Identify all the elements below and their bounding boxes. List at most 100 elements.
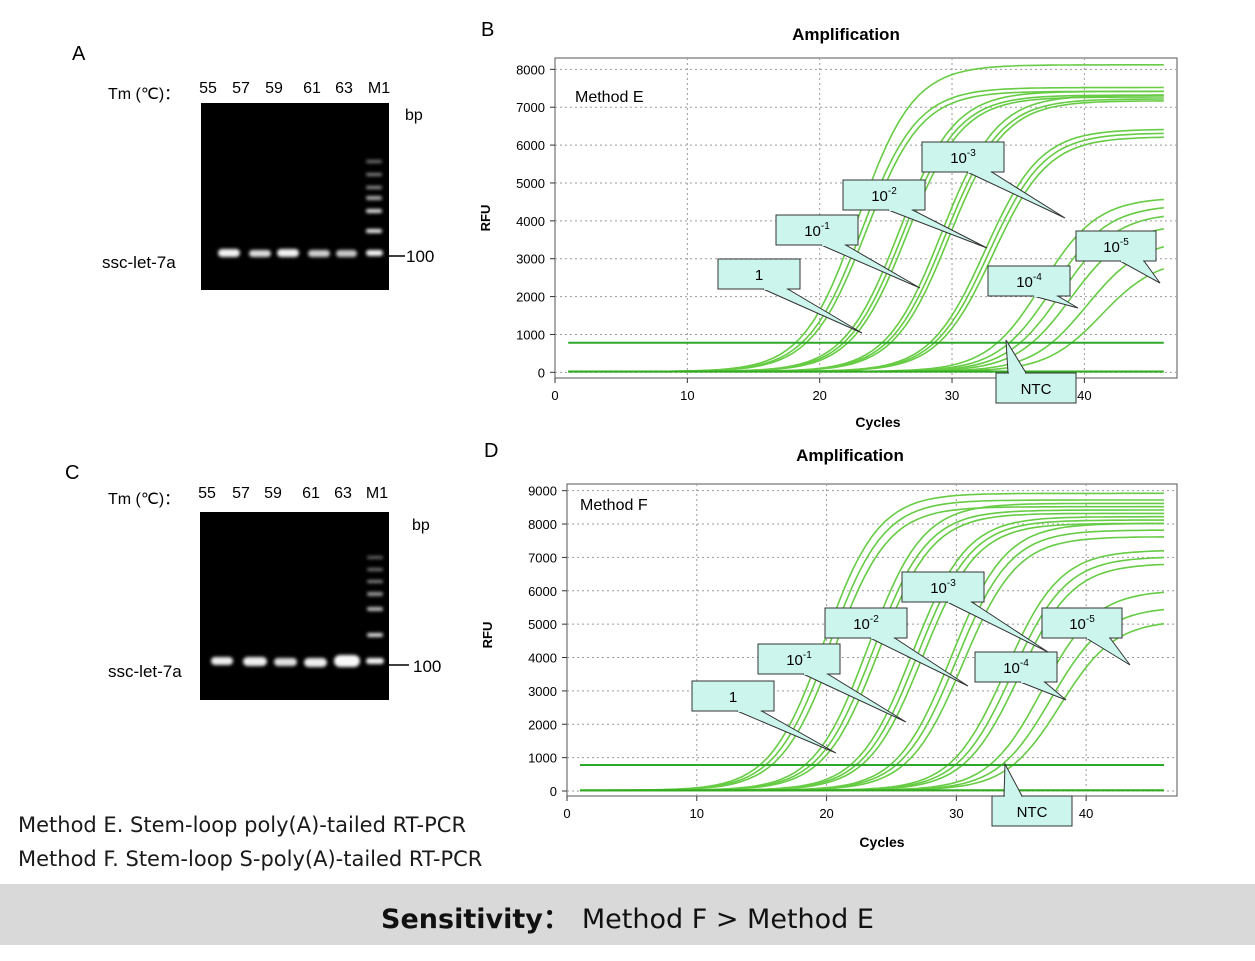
callout: 10-2 [842,179,988,249]
panel-letter-b: B [481,19,495,41]
size-tick-a [389,255,405,257]
y-tick-label: 5000 [516,176,545,191]
footer-text: Sensitivity： Method F > Method E [0,897,1255,936]
callout: NTC [991,762,1073,827]
marker-band [366,658,384,664]
footer-sensitivity-label: Sensitivity： [381,904,570,935]
footer-comparison: Method F > Method E [581,904,874,935]
lane-label: 59 [264,485,282,502]
lane-label: 57 [232,80,250,97]
tm-label-c: Tm (℃)： [108,491,181,508]
callout-label: 10-4 [1016,272,1042,291]
x-tick-label: 20 [819,806,833,821]
marker-band [367,556,383,559]
panel-letter-c: C [65,462,80,484]
callout-label: 10-1 [786,650,812,669]
callout-label: 10-5 [1069,614,1095,633]
gel-bands-a [218,160,383,257]
callout-label: NTC [1017,804,1048,821]
gel-band [274,658,297,666]
x-axis-label: Cycles [859,834,904,850]
callout-box [1041,607,1123,639]
y-tick-label: 5000 [528,617,557,632]
callout-label: 10-2 [853,614,879,633]
callout-box [921,141,1005,173]
x-tick-label: 30 [949,806,963,821]
gel-bands-c [211,556,384,667]
y-tick-label: 9000 [528,484,557,499]
bp-label-c: bp [412,517,430,534]
callout-box [691,680,775,712]
gel-image-c [200,512,389,700]
y-tick-label: 6000 [528,584,557,599]
gel-band [334,655,360,667]
panel-letter-d: D [484,440,499,462]
lane-label: M1 [365,485,389,502]
callout: 10-3 [921,141,1066,219]
x-tick-label: 10 [690,806,704,821]
x-tick-label: 10 [680,388,694,403]
y-tick-label: 2000 [516,290,545,305]
marker-band [366,229,382,233]
x-axis-label: Cycles [855,414,900,430]
marker-band [367,633,383,637]
x-tick-label: 20 [812,388,826,403]
gel-band [211,657,233,665]
marker-band [366,209,382,213]
callout: 10-2 [824,607,969,687]
callout-box [775,214,859,246]
marker-band [366,250,383,256]
y-tick-label: 3000 [528,684,557,699]
x-tick-label: 0 [563,806,570,821]
callout-box [842,179,926,211]
y-tick-label: 1000 [528,751,557,766]
callout-label: 1 [729,689,737,706]
marker-band [367,568,383,571]
gel-band [218,249,240,257]
callout: 1 [691,680,837,754]
callout-label: 10-1 [804,221,830,240]
lane-label: 59 [265,80,283,97]
callout-box [974,651,1058,683]
y-tick-label: 7000 [528,550,557,565]
callout-label: NTC [1021,381,1052,398]
target-label-a: ssc-let-7a [102,253,176,272]
y-tick-label: 8000 [528,517,557,532]
tm-label-a: Tm (℃)： [108,86,181,103]
panel-letter-a: A [72,43,86,65]
y-axis-label: RFU [480,622,495,649]
lane-label: 63 [335,80,353,97]
y-tick-label: 2000 [528,717,557,732]
y-tick-label: 6000 [516,138,545,153]
callout-box [757,643,841,675]
callout-label: 10-4 [1003,658,1029,677]
y-tick-label: 0 [550,784,557,799]
x-tick-label: 30 [945,388,959,403]
footer-banner: Sensitivity： Method F > Method E [0,884,1255,945]
callout: 10-1 [757,643,907,723]
gel-band [277,249,299,257]
y-tick-label: 1000 [516,327,545,342]
callout: 10-3 [901,571,1049,653]
callout-label: 10-3 [950,148,976,167]
callout: 10-5 [1041,607,1131,666]
callout-label: 1 [755,267,763,284]
callout-box [901,571,985,603]
marker-band [367,580,383,583]
x-tick-label: 0 [551,388,558,403]
lane-label: 61 [302,485,320,502]
lane-label: M1 [367,80,391,97]
callout-label: 10-5 [1103,237,1129,256]
chart-title: Amplification [796,446,904,465]
method-label: Method F [580,497,648,514]
callout: 10-1 [775,214,921,289]
y-tick-label: 4000 [516,214,545,229]
y-tick-label: 0 [538,365,545,380]
callout-box [995,372,1077,404]
target-label-c: ssc-let-7a [108,662,182,681]
lane-label: 55 [199,80,217,97]
size-tick-c [389,664,409,666]
gel-band [243,657,267,666]
marker-band [366,186,382,189]
callout-box [824,607,908,639]
